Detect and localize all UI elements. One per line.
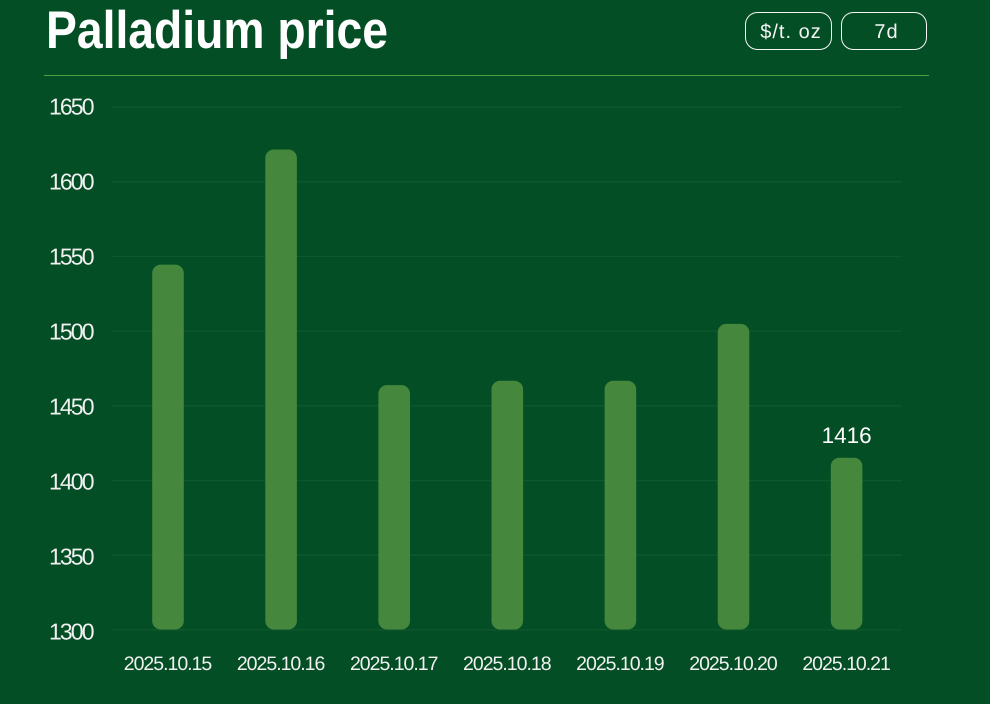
svg-text:1500: 1500 <box>49 319 95 345</box>
svg-text:2025.10.15: 2025.10.15 <box>124 653 213 675</box>
svg-text:1300: 1300 <box>49 619 95 645</box>
svg-text:1450: 1450 <box>49 394 95 420</box>
svg-text:1400: 1400 <box>49 469 95 495</box>
svg-text:2025.10.20: 2025.10.20 <box>689 653 778 675</box>
svg-text:1600: 1600 <box>49 169 95 195</box>
svg-text:1350: 1350 <box>49 544 95 570</box>
svg-text:1650: 1650 <box>49 94 95 120</box>
svg-text:1550: 1550 <box>49 244 95 270</box>
svg-text:2025.10.16: 2025.10.16 <box>237 653 326 675</box>
svg-text:2025.10.18: 2025.10.18 <box>463 653 552 675</box>
svg-text:2025.10.17: 2025.10.17 <box>350 653 439 675</box>
svg-text:2025.10.21: 2025.10.21 <box>802 653 891 675</box>
svg-text:1416: 1416 <box>822 423 872 448</box>
svg-text:2025.10.19: 2025.10.19 <box>576 653 665 675</box>
